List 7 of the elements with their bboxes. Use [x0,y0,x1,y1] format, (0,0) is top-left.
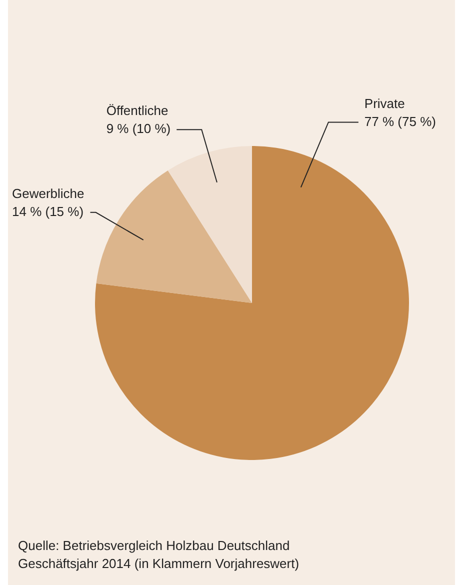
data-label: 9 % (10 %) [106,121,171,136]
data-label: 14 % (15 %) [12,204,84,219]
source-note: Quelle: Betriebsvergleich Holzbau Deutschland Geschäftsjahr 2014 (in Klammern Vorjahreswert) [18,537,300,573]
slice-label: Öffentliche [106,103,168,118]
slice-label: Gewerbliche [12,186,84,201]
slice-label: Private [364,96,405,111]
data-label: 77 % (75 %) [364,114,436,129]
